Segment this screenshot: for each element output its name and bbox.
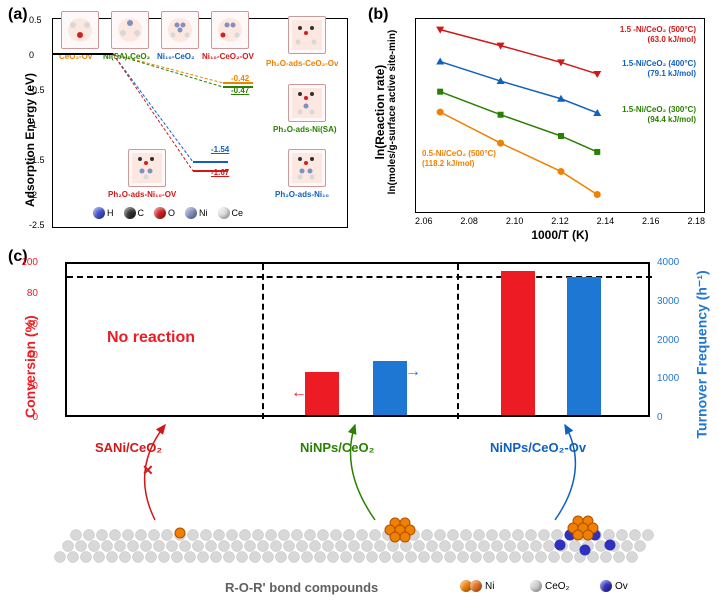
legend-ni: Ni <box>460 580 494 592</box>
panel-b: ln(Reaction rate) ln(moles/g-surface act… <box>370 10 710 240</box>
panel-c-ylabel-left: Conversion (%) <box>22 258 38 418</box>
atom-o: O <box>168 208 175 218</box>
bottom-caption: R-O-R' bond compounds <box>225 580 378 595</box>
cat-ninps-ov: NiNPs/CeO₂-Ov <box>490 440 586 455</box>
b-series-2-ea: (94.4 kJ/mol) <box>648 115 696 124</box>
legend-ov-label: Ov <box>615 581 628 592</box>
ytick: -1 <box>29 120 37 130</box>
cat-sani: SANi/CeO₂ <box>95 440 162 455</box>
val4: -1.67 <box>211 168 229 177</box>
dashed-top <box>67 276 652 278</box>
ytick: -1.5 <box>29 155 45 165</box>
xt: 2.10 <box>506 216 524 226</box>
struct-ph2o-nisa <box>288 84 326 122</box>
panel-a: Adsorption Energy (eV) 0.5 0 -0.5 -1 -1.… <box>10 10 350 240</box>
legend-ni-label: Ni <box>485 581 494 592</box>
b-series-1-ea: (79.1 kJ/mol) <box>648 69 696 78</box>
dashed-v2 <box>457 264 459 419</box>
lbl-ph2o-ni10: Ph₂O-ads-Ni₁₀ <box>275 190 329 199</box>
panel-b-xlabel: 1000/T (K) <box>415 228 705 242</box>
atom-c: C <box>138 208 145 218</box>
panel-b-ylabel: ln(Reaction rate) ln(moles/g-surface act… <box>374 22 398 202</box>
b-series-1-name: 1.5-Ni/CeO₂ (400°C) <box>622 59 696 68</box>
ytick: 0 <box>29 50 34 60</box>
struct-ph2o-ni10 <box>288 149 326 187</box>
svg-text:✕: ✕ <box>142 462 154 478</box>
ylabel-line2: ln(moles/g-surface active site-min) <box>387 22 398 202</box>
xt: 2.06 <box>415 216 433 226</box>
panel-b-xticks: 2.06 2.08 2.10 2.12 2.14 2.16 2.18 <box>415 216 705 226</box>
panel-c: Conversion (%) Turnover Frequency (h⁻¹) … <box>10 250 710 600</box>
dashed-v1 <box>262 264 264 419</box>
lbl-ph2o-nisa: Ph₂O-ads-Ni(SA) <box>273 125 337 134</box>
val2: -0.47 <box>231 86 249 95</box>
atom-ce: Ce <box>232 208 244 218</box>
bar-conv-ninps-ov <box>501 271 535 415</box>
ytick: -2 <box>29 190 37 200</box>
val1: -0.42 <box>231 74 249 83</box>
val3: -1.54 <box>211 145 229 154</box>
bar-tof-ninps-ov <box>567 277 601 415</box>
schematic-slab <box>50 515 670 575</box>
panel-a-plot: 0.5 0 -0.5 -1 -1.5 -2 -2.5 CeO₂-Ov Ni(SA… <box>52 18 348 228</box>
ytick: 0.5 <box>29 15 42 25</box>
xt: 2.08 <box>460 216 478 226</box>
legend-ov: Ov <box>600 580 628 592</box>
b-series-0-name: 1.5 -Ni/CeO₂ (500°C) <box>620 25 696 34</box>
b-series-0-ea: (63.0 kJ/mol) <box>648 35 696 44</box>
ytick: -2.5 <box>29 220 45 230</box>
cat-ninps: NiNPs/CeO₂ <box>300 440 374 455</box>
panel-a-ylabel: Adsorption Energy (eV) <box>23 57 37 207</box>
ytick: -0.5 <box>29 85 45 95</box>
xt: 2.18 <box>687 216 705 226</box>
panel-b-plot: 1.5 -Ni/CeO₂ (500°C) (63.0 kJ/mol) 1.5-N… <box>415 18 705 213</box>
atom-h: H <box>107 208 114 218</box>
no-reaction-label: No reaction <box>107 329 195 347</box>
lbl-ph2o-ni10-ov: Ph₂O-ads-Ni₁₀-OV <box>108 190 176 199</box>
b-series-2-name: 1.5-Ni/CeO₂ (300°C) <box>622 105 696 114</box>
ylabel-line1: ln(Reaction rate) <box>374 22 387 202</box>
panel-c-plot: No reaction ← → <box>65 262 650 417</box>
atom-ni: Ni <box>199 208 208 218</box>
atom-legend: H C O Ni Ce <box>93 207 243 219</box>
xt: 2.12 <box>551 216 569 226</box>
xt: 2.14 <box>597 216 615 226</box>
struct-ph2o-ni10-ov <box>128 149 166 187</box>
xt: 2.16 <box>642 216 660 226</box>
legend-ceo2-label: CeO₂ <box>545 581 569 592</box>
b-series-3-ea: (118.2 kJ/mol) <box>422 159 474 168</box>
legend-ceo2: CeO₂ <box>530 580 569 592</box>
panel-c-arrows: ✕ <box>10 400 710 530</box>
b-series-3-name: 0.5-Ni/CeO₂ (500°C) <box>422 149 496 158</box>
